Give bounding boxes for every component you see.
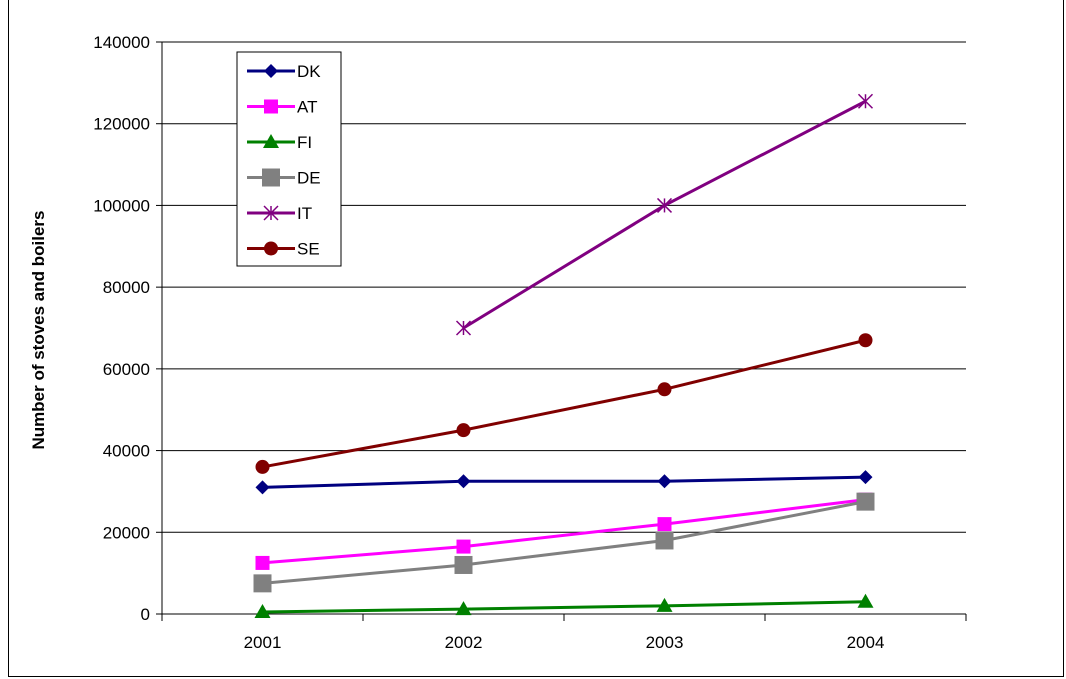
legend-box bbox=[236, 51, 342, 267]
data-point-dk bbox=[456, 474, 471, 489]
series-de bbox=[253, 492, 875, 593]
y-tick-label: 20000 bbox=[103, 523, 150, 542]
data-point-de bbox=[454, 555, 473, 574]
y-tick-label: 80000 bbox=[103, 278, 150, 297]
y-axis-title: Number of stoves and boilers bbox=[29, 211, 48, 450]
series-fi bbox=[254, 593, 874, 618]
series-line-de bbox=[262, 500, 866, 585]
series-line-it bbox=[462, 99, 867, 330]
data-point-se bbox=[456, 423, 471, 438]
data-point-dk bbox=[255, 480, 270, 495]
legend-entry-it: IT bbox=[247, 204, 312, 223]
data-point-it bbox=[455, 320, 472, 336]
data-point-de bbox=[856, 492, 875, 511]
data-point-se bbox=[858, 333, 873, 348]
legend-entry-dk: DK bbox=[247, 62, 321, 81]
x-tick-label: 2001 bbox=[244, 633, 282, 652]
y-tick-labels: 0 20000 40000 60000 80000 100000 120000 140000 bbox=[93, 33, 150, 624]
legend-label-de: DE bbox=[297, 169, 321, 188]
series-line-dk bbox=[262, 475, 866, 489]
data-point-at bbox=[255, 555, 270, 570]
data-point-de bbox=[253, 574, 272, 593]
legend-marker-fi bbox=[263, 134, 279, 148]
y-tick-label: 60000 bbox=[103, 360, 150, 379]
data-point-fi bbox=[455, 601, 472, 616]
legend-label-dk: DK bbox=[297, 62, 321, 81]
series-it bbox=[455, 93, 874, 336]
legend-marker-it bbox=[263, 205, 279, 221]
y-tick-label: 0 bbox=[141, 605, 150, 624]
data-point-at bbox=[657, 517, 672, 532]
legend-entry-fi: FI bbox=[247, 133, 312, 152]
legend-marker-de bbox=[262, 168, 280, 187]
legend-label-it: IT bbox=[297, 204, 312, 223]
y-tick-label: 40000 bbox=[103, 442, 150, 461]
data-point-fi bbox=[857, 593, 874, 608]
series-lines bbox=[253, 93, 875, 618]
x-tick-label: 2003 bbox=[646, 633, 684, 652]
y-tick-label: 140000 bbox=[93, 33, 150, 52]
data-point-dk bbox=[657, 474, 672, 489]
series-line-se bbox=[262, 338, 866, 469]
series-line-fi bbox=[262, 600, 866, 614]
series-dk bbox=[255, 470, 873, 495]
data-point-it bbox=[857, 93, 874, 109]
data-point-fi bbox=[656, 597, 673, 612]
legend-marker-dk bbox=[264, 64, 278, 78]
legend-marker-se bbox=[264, 241, 278, 256]
legend-label-fi: FI bbox=[297, 133, 312, 152]
y-tick-label: 120000 bbox=[93, 115, 150, 134]
legend: DK AT FI DE IT SE bbox=[236, 51, 342, 267]
chart-frame bbox=[8, 0, 1064, 677]
data-point-se bbox=[255, 459, 270, 474]
y-tick-label: 100000 bbox=[93, 196, 150, 215]
legend-label-at: AT bbox=[297, 98, 317, 117]
legend-marker-at bbox=[264, 99, 278, 114]
series-line-at bbox=[262, 498, 866, 565]
data-point-it bbox=[656, 197, 673, 213]
legend-entry-at: AT bbox=[247, 98, 317, 117]
legend-entry-de: DE bbox=[247, 168, 321, 188]
x-tick-label: 2004 bbox=[847, 633, 885, 652]
x-tick-label: 2002 bbox=[445, 633, 483, 652]
data-point-de bbox=[655, 531, 674, 550]
x-tick-labels: 2001 2002 2003 2004 bbox=[244, 633, 885, 652]
data-point-dk bbox=[858, 470, 873, 485]
data-point-fi bbox=[254, 603, 271, 618]
data-point-at bbox=[456, 539, 471, 554]
data-point-se bbox=[657, 382, 672, 397]
series-at bbox=[255, 492, 873, 570]
axes bbox=[156, 41, 967, 621]
series-se bbox=[255, 333, 873, 474]
legend-label-se: SE bbox=[297, 240, 320, 259]
legend-entry-se: SE bbox=[247, 240, 320, 259]
